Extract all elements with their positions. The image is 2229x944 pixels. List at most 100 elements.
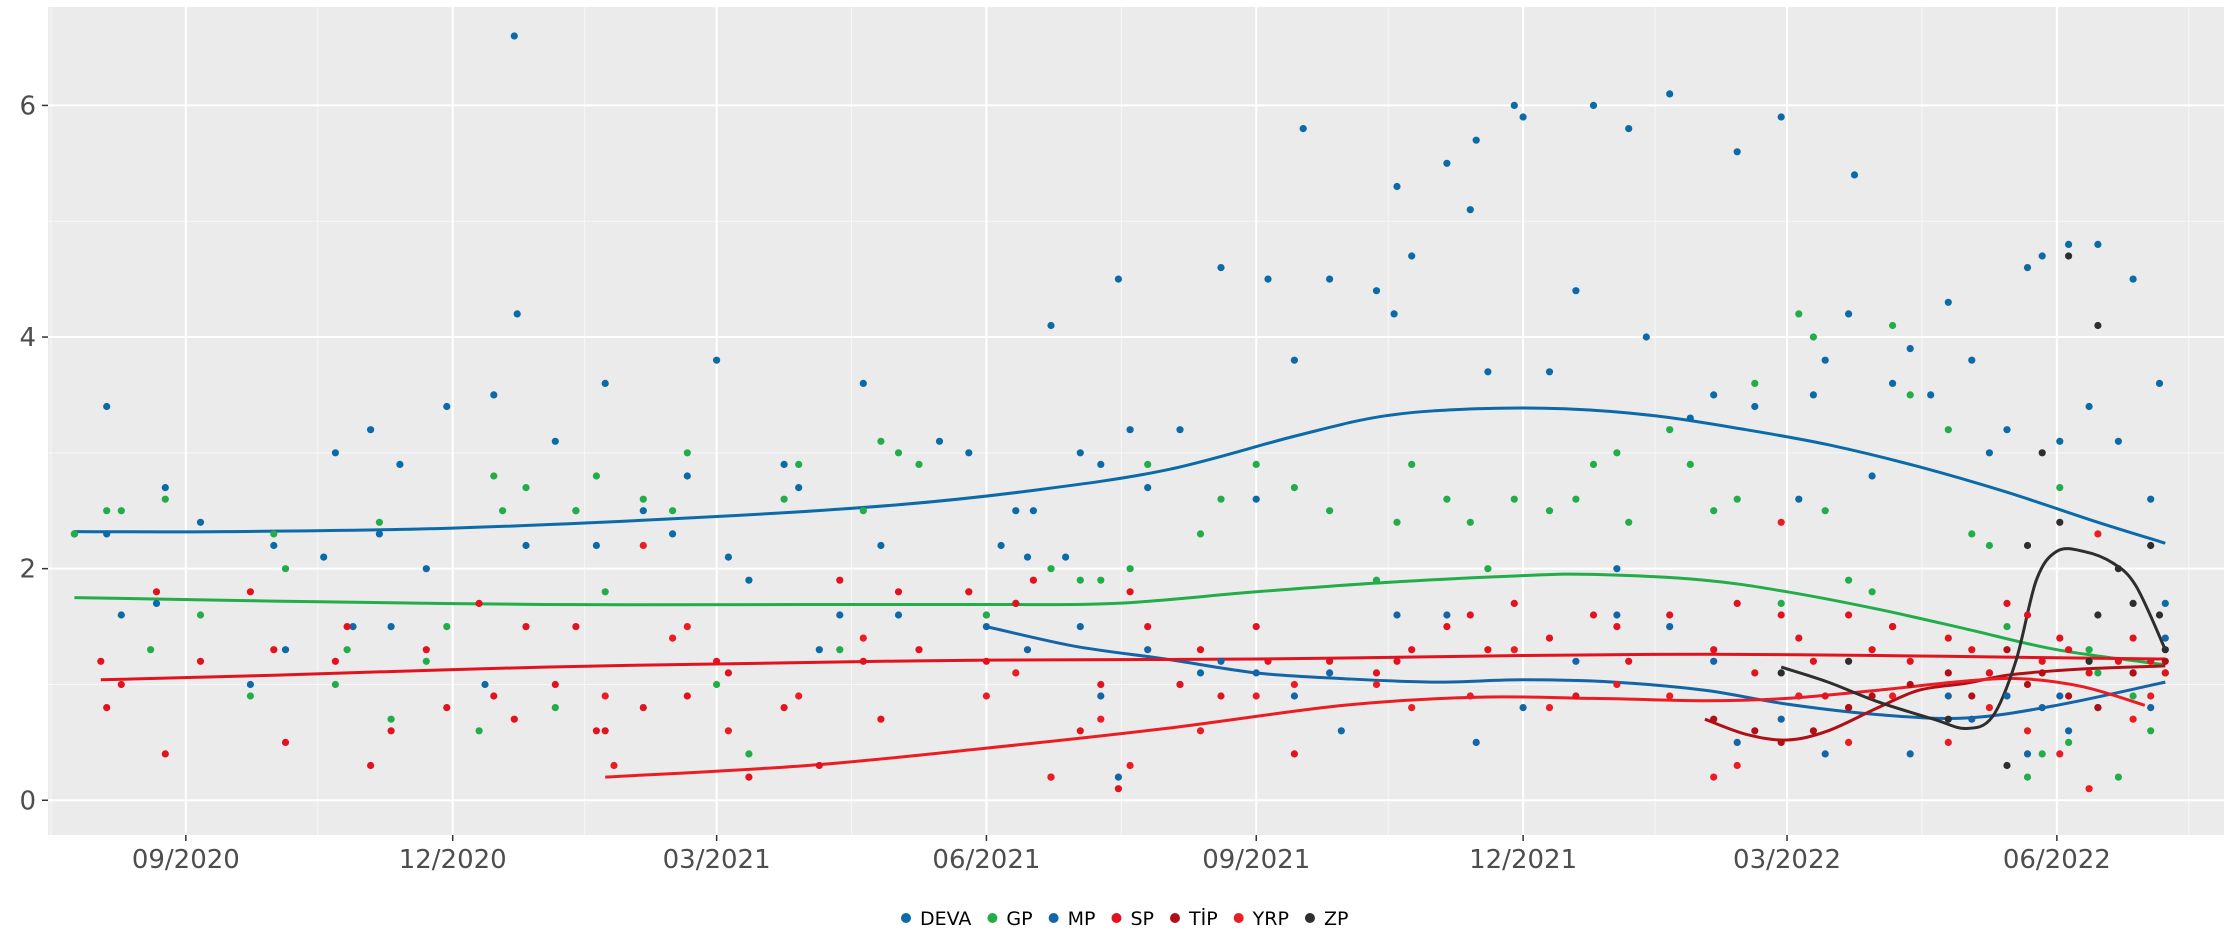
data-point	[1176, 426, 1184, 434]
data-point	[1144, 460, 1152, 468]
y-tick-label: 0	[19, 786, 36, 816]
data-point	[592, 472, 601, 480]
data-point	[859, 379, 867, 387]
data-point	[1393, 518, 1401, 526]
data-point	[387, 727, 395, 735]
data-point	[669, 634, 677, 642]
data-point	[2056, 484, 2064, 492]
data-point	[1126, 761, 1134, 770]
data-point	[1408, 460, 1416, 468]
data-point	[572, 623, 580, 631]
legend-label: YRP	[1252, 908, 1289, 930]
trend-layer	[74, 406, 2167, 779]
legend-label: GP	[1006, 908, 1032, 930]
data-point	[997, 541, 1005, 550]
data-point	[443, 623, 451, 631]
data-point	[2023, 264, 2032, 272]
data-point	[592, 727, 601, 735]
data-point	[551, 704, 559, 712]
data-point	[1777, 738, 1785, 747]
data-point	[1809, 727, 1817, 735]
data-point	[965, 588, 973, 596]
data-point	[1443, 495, 1451, 503]
data-point	[1821, 356, 1829, 364]
data-point	[522, 541, 530, 550]
data-point	[1613, 449, 1621, 457]
data-point	[2038, 252, 2046, 260]
data-point	[1710, 507, 1718, 515]
data-point	[2147, 495, 2155, 503]
data-point	[1029, 576, 1037, 584]
data-point	[1097, 692, 1105, 700]
data-point	[510, 32, 518, 40]
data-point	[1290, 750, 1298, 758]
data-point	[522, 484, 530, 492]
data-point	[2094, 530, 2102, 538]
data-point	[2003, 623, 2011, 631]
data-point	[2094, 611, 2102, 619]
data-point	[2114, 565, 2122, 573]
data-point	[815, 646, 823, 654]
data-point	[1733, 761, 1741, 770]
data-point	[1076, 623, 1084, 631]
data-point	[161, 750, 169, 758]
data-point	[982, 611, 991, 619]
data-point	[1393, 657, 1401, 665]
data-point	[815, 761, 823, 770]
data-point	[894, 588, 903, 596]
data-point	[592, 541, 601, 550]
data-point	[1012, 599, 1020, 608]
data-point	[2094, 240, 2102, 248]
data-point	[2003, 426, 2011, 434]
data-point	[1372, 680, 1381, 689]
data-point	[780, 704, 788, 712]
data-point	[1809, 391, 1817, 399]
data-point	[1733, 148, 1741, 156]
data-point	[1545, 507, 1554, 515]
data-point	[1821, 692, 1829, 700]
data-point	[375, 518, 383, 526]
data-point	[1326, 275, 1334, 283]
data-point	[1372, 576, 1381, 584]
data-point	[1252, 495, 1260, 503]
data-point	[1666, 692, 1674, 700]
data-point	[2056, 692, 2064, 700]
data-point	[475, 599, 483, 608]
data-point	[1097, 715, 1105, 723]
data-point	[1408, 646, 1416, 654]
data-point	[1572, 657, 1580, 665]
data-point	[1047, 773, 1055, 781]
x-tick-label: 03/2022	[1733, 845, 1841, 875]
legend-key	[1048, 913, 1059, 923]
data-point	[1466, 206, 1474, 214]
data-point	[513, 310, 521, 318]
data-point	[2003, 599, 2011, 608]
data-point	[1196, 646, 1205, 654]
data-point	[1252, 460, 1260, 468]
data-point	[161, 495, 169, 503]
data-point	[1809, 333, 1817, 341]
data-point	[1443, 611, 1451, 619]
data-point	[1484, 565, 1492, 573]
data-point	[422, 565, 430, 573]
data-point	[724, 727, 733, 735]
data-point	[152, 588, 161, 596]
data-point	[1572, 287, 1580, 295]
data-point	[2129, 599, 2137, 608]
data-point	[713, 657, 721, 665]
data-point	[2147, 657, 2155, 665]
data-point	[1944, 298, 1952, 306]
data-point	[1047, 565, 1055, 573]
data-point	[2085, 785, 2093, 793]
legend-key	[1170, 913, 1180, 923]
data-point	[343, 646, 351, 654]
data-point	[2155, 611, 2164, 619]
data-point	[1572, 692, 1580, 700]
data-point	[2065, 692, 2073, 700]
point-layer	[70, 32, 2169, 793]
data-point	[2056, 518, 2064, 526]
data-point	[836, 646, 844, 654]
data-point	[1062, 553, 1070, 561]
data-point	[422, 657, 430, 665]
data-point	[103, 530, 111, 538]
